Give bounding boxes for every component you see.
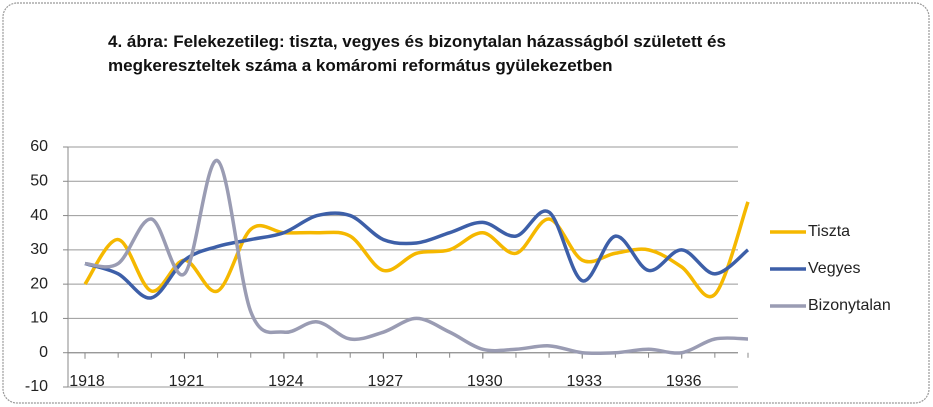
series-line [84,158,749,356]
y-tick-label: 10 [30,310,48,327]
chart-title: 4. ábra: Felekezetileg: tiszta, vegyes é… [108,32,726,75]
y-tick-label: 0 [39,344,48,361]
legend-label: Bizonytalan [808,297,891,314]
x-tick-label: 1936 [666,373,702,390]
x-tick-label: 1921 [169,373,205,390]
legend-label: Tiszta [808,223,850,240]
y-tick-label: 40 [30,207,48,224]
y-tick-label: -10 [25,378,48,395]
series-line [84,209,750,300]
x-tick-label: 1924 [268,373,304,390]
x-tick-label: 1930 [467,373,503,390]
x-tick-label: 1927 [368,373,404,390]
x-tick-label: 1918 [69,373,105,390]
y-tick-label: 20 [30,275,48,292]
legend-label: Vegyes [808,260,860,277]
series-line [83,201,750,299]
y-tick-label: 60 [30,138,48,155]
y-tick-label: 50 [30,173,48,190]
y-tick-label: 30 [30,241,48,258]
x-tick-label: 1933 [566,373,602,390]
